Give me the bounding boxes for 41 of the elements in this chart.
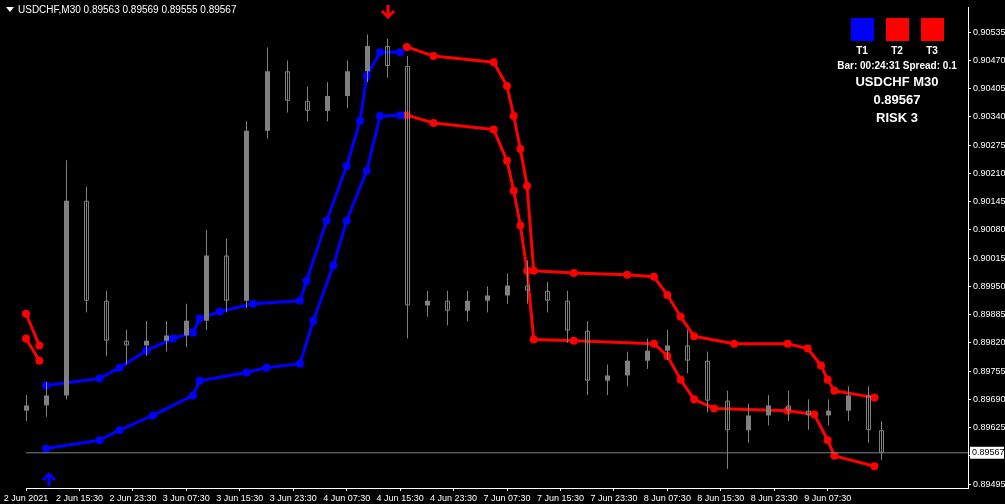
ref-line-label: 0.89567	[972, 447, 1005, 458]
annotation: T2	[890, 45, 904, 56]
x-tick-label: 3 Jun 07:30	[162, 492, 210, 503]
x-tick-label: 3 Jun 15:30	[216, 492, 264, 503]
x-tick-label: 7 Jun 23:30	[590, 492, 638, 503]
y-tick-label: 0.90145	[973, 196, 1005, 207]
y-tick-label: 0.90535	[973, 26, 1005, 37]
x-tick-label: 3 Jun 23:30	[269, 492, 317, 503]
y-tick-label: 0.89755	[973, 365, 1005, 376]
y-tick-label: 0.90210	[973, 167, 1005, 178]
x-tick-label: 7 Jun 07:30	[483, 492, 531, 503]
y-tick-label: 0.90275	[973, 139, 1005, 150]
annotation: T1	[855, 45, 869, 56]
annotation: RISK 3	[875, 110, 919, 125]
x-tick-label: 2 Jun 15:30	[55, 492, 103, 503]
annotation: Bar: 00:24:31 Spread: 0.1	[836, 60, 958, 71]
x-tick-label: 9 Jun 07:30	[804, 492, 852, 503]
y-tick-label: 0.89625	[973, 422, 1005, 433]
annotation: T3	[925, 45, 939, 56]
y-tick-label: 0.89495	[973, 478, 1005, 489]
y-tick-label: 0.89885	[973, 309, 1005, 320]
x-tick-label: 4 Jun 15:30	[376, 492, 424, 503]
y-tick-label: 0.90080	[973, 224, 1005, 235]
y-tick-label: 0.90340	[973, 111, 1005, 122]
y-tick-label: 0.89950	[973, 280, 1005, 291]
annotation: 0.89567	[872, 92, 922, 107]
annotation: USDCHF M30	[854, 74, 940, 89]
y-tick-label: 0.89690	[973, 393, 1005, 404]
x-tick-label: 8 Jun 15:30	[697, 492, 745, 503]
x-tick-label: 7 Jun 15:30	[536, 492, 584, 503]
y-tick-label: 0.89820	[973, 337, 1005, 348]
x-tick-label: 8 Jun 07:30	[643, 492, 691, 503]
x-tick-label: 2 Jun 2021	[3, 492, 49, 503]
chart-title: USDCHF,M30 0.89563 0.89569 0.89555 0.89567	[18, 4, 237, 15]
x-tick-label: 4 Jun 23:30	[430, 492, 478, 503]
x-tick-label: 2 Jun 23:30	[109, 492, 157, 503]
y-tick-label: 0.90405	[973, 83, 1005, 94]
y-tick-label: 0.90470	[973, 54, 1005, 65]
x-tick-label: 4 Jun 07:30	[323, 492, 371, 503]
x-tick-label: 8 Jun 23:30	[750, 492, 798, 503]
y-tick-label: 0.90015	[973, 252, 1005, 263]
